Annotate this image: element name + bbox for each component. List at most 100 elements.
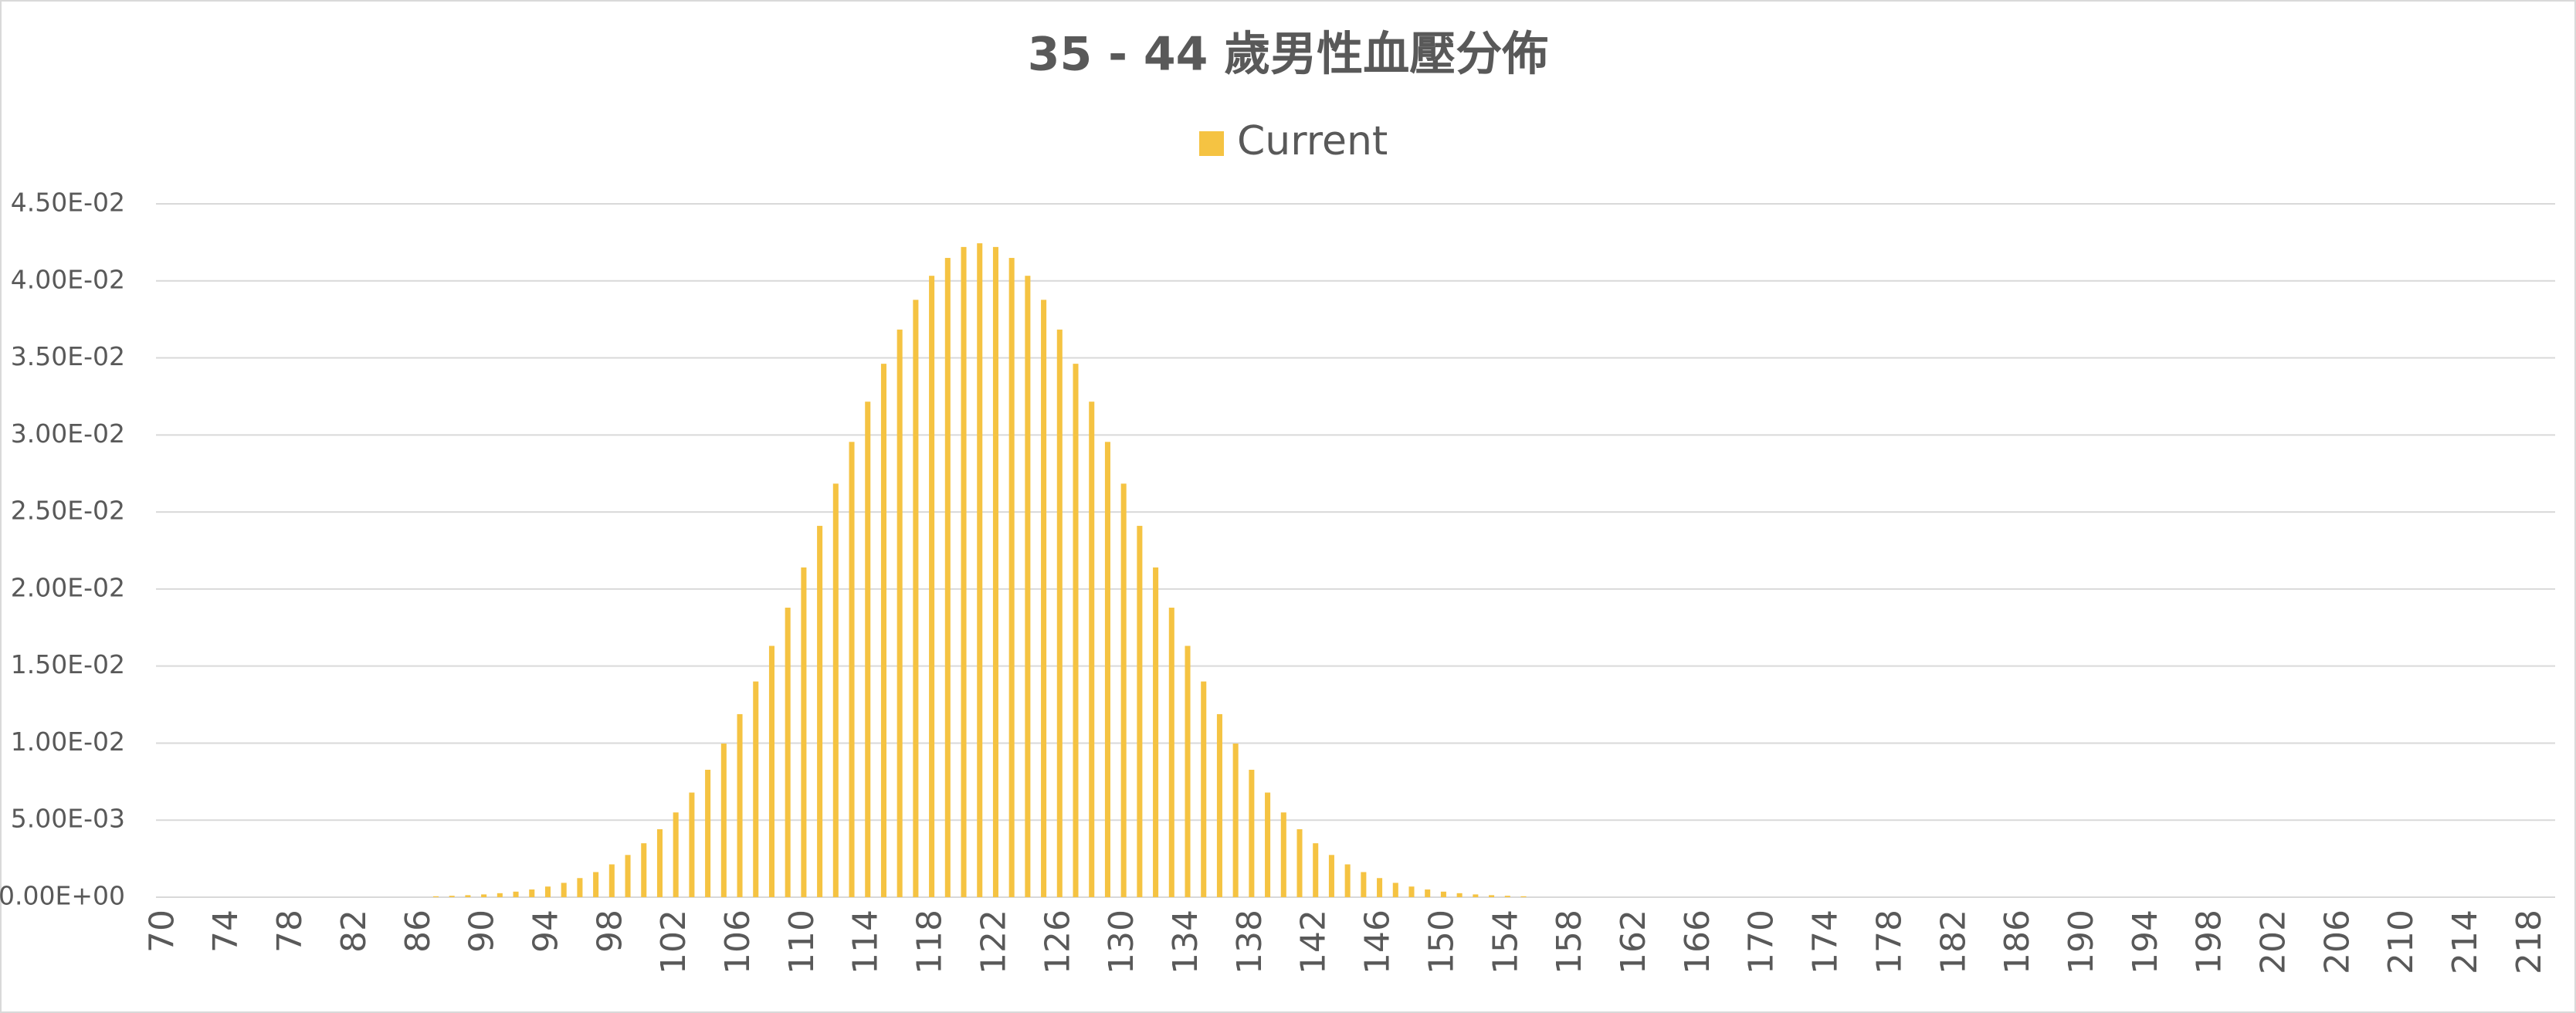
x-tick-label: 166	[1678, 910, 1717, 974]
bar	[1025, 276, 1031, 897]
bar	[1456, 893, 1463, 897]
bar	[481, 894, 487, 897]
bar	[880, 364, 886, 897]
x-tick-label: 102	[654, 910, 693, 974]
bar	[720, 744, 727, 897]
bar	[608, 864, 615, 897]
x-tick-label: 82	[334, 910, 374, 953]
y-tick-label: 1.50E-02	[11, 649, 125, 679]
x-tick-label: 110	[782, 910, 822, 974]
x-tick-label: 174	[1806, 910, 1846, 974]
bar	[817, 526, 823, 897]
bar	[689, 792, 695, 897]
bar	[465, 895, 471, 897]
x-tick-label: 206	[2317, 910, 2357, 974]
bar	[1137, 526, 1143, 897]
bar	[768, 645, 774, 897]
bar	[1216, 713, 1222, 897]
bar	[1232, 744, 1239, 897]
bar	[1440, 891, 1446, 897]
bar	[1408, 886, 1415, 897]
x-tick-label: 194	[2126, 910, 2165, 974]
y-tick-label: 2.50E-02	[11, 496, 125, 526]
bar	[1425, 889, 1431, 897]
x-tick-label: 74	[206, 910, 246, 953]
x-tick-label: 190	[2062, 910, 2101, 974]
bar	[673, 812, 679, 897]
bar	[1473, 894, 1479, 897]
bar	[1249, 769, 1255, 897]
x-tick-label: 118	[910, 910, 950, 974]
bar	[529, 889, 535, 897]
x-tick-label: 178	[1869, 910, 1909, 974]
x-tick-label: 198	[2190, 910, 2229, 974]
bar	[1328, 855, 1334, 897]
bar	[913, 300, 919, 897]
bar	[961, 246, 967, 897]
x-tick-label: 170	[1742, 910, 1781, 974]
bar	[705, 769, 711, 897]
y-tick-label: 4.50E-02	[11, 188, 125, 218]
bar	[1073, 364, 1079, 897]
bar	[1153, 567, 1159, 897]
x-tick-label: 158	[1550, 910, 1589, 974]
x-tick-label: 142	[1294, 910, 1334, 974]
bar	[1520, 896, 1527, 897]
bar	[625, 855, 631, 897]
bar	[849, 442, 855, 897]
x-tick-label: 146	[1358, 910, 1398, 974]
bar	[513, 891, 519, 897]
y-tick-label: 2.00E-02	[11, 572, 125, 602]
bar	[785, 608, 791, 897]
x-tick-label: 182	[1934, 910, 1973, 974]
bar	[897, 329, 903, 897]
bar	[1185, 645, 1191, 897]
legend-swatch	[1199, 131, 1224, 156]
x-tick-label: 162	[1614, 910, 1653, 974]
bar	[1008, 258, 1015, 897]
bar	[593, 872, 599, 897]
bar	[1280, 812, 1286, 897]
x-tick-label: 134	[1166, 910, 1205, 974]
bar	[1104, 442, 1110, 897]
chart-title: 35 - 44 歲男性血壓分佈	[1028, 28, 1549, 82]
y-tick-label: 1.00E-02	[11, 727, 125, 757]
bar	[1377, 878, 1383, 897]
bar	[737, 713, 743, 897]
bar	[1504, 896, 1510, 897]
bar	[449, 896, 455, 897]
x-tick-label: 70	[142, 910, 181, 953]
bar	[544, 886, 551, 897]
bar	[1265, 792, 1271, 897]
bar	[577, 878, 583, 897]
y-tick-label: 5.00E-03	[11, 804, 125, 834]
x-tick-label: 218	[2510, 910, 2549, 974]
y-tick-label: 4.00E-02	[11, 264, 125, 294]
bar	[832, 483, 839, 897]
x-tick-label: 186	[1998, 910, 2037, 974]
y-tick-label: 3.00E-02	[11, 418, 125, 449]
bar	[801, 567, 807, 897]
bar	[497, 893, 503, 897]
bar	[1313, 843, 1319, 897]
x-tick-label: 130	[1102, 910, 1141, 974]
bar	[992, 246, 998, 897]
bar	[1120, 483, 1127, 897]
x-tick-label: 78	[270, 910, 310, 953]
bar	[1296, 828, 1303, 897]
bar	[1344, 864, 1351, 897]
x-tick-label: 122	[974, 910, 1013, 974]
bar	[1361, 872, 1367, 897]
y-tick-label: 3.50E-02	[11, 341, 125, 371]
bar	[1041, 300, 1047, 897]
bar	[977, 243, 983, 898]
x-tick-label: 86	[398, 910, 438, 953]
x-tick-label: 114	[846, 910, 886, 974]
legend-label: Current	[1237, 118, 1388, 164]
bar	[561, 883, 567, 897]
bar	[1489, 895, 1495, 897]
x-tick-label: 138	[1230, 910, 1269, 974]
x-tick-label: 94	[526, 910, 565, 953]
